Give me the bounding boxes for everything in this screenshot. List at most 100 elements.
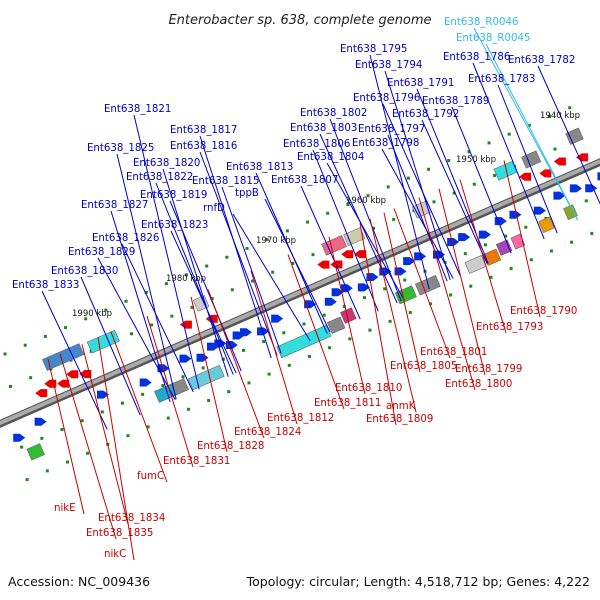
lane-dot (166, 416, 170, 420)
feature-box (343, 227, 366, 247)
plus-gene-arrow (239, 328, 252, 337)
lane-dot (126, 434, 130, 438)
lane-dot (469, 284, 473, 288)
feature-box (464, 255, 487, 274)
leader-line (459, 179, 507, 334)
gene-label: Ent638_1806 (283, 139, 350, 150)
lane-dot (65, 460, 69, 464)
gene-label: Ent638_1821 (104, 104, 171, 115)
plus-gene-arrow (331, 288, 344, 297)
gene-label: Ent638_1812 (267, 413, 334, 424)
gene-label: Ent638_1786 (443, 52, 510, 63)
leader-line (312, 149, 379, 312)
leader-line (133, 114, 200, 390)
leader-line (384, 70, 451, 281)
lane-dot (64, 326, 68, 330)
lane-dot (130, 332, 134, 336)
leader-line (383, 212, 421, 373)
lane-dot (45, 469, 49, 473)
plus-gene-arrow (357, 283, 370, 292)
leader-line (387, 134, 448, 282)
feature-box (276, 324, 332, 359)
lane-dot (392, 217, 396, 221)
scale-tick-label: 1980 kbp (166, 274, 206, 284)
gene-label: Ent638_1798 (352, 138, 419, 149)
leader-line (146, 315, 194, 468)
minus-gene-arrow (66, 370, 79, 379)
lane-dot (553, 147, 557, 151)
lane-dot (584, 199, 588, 203)
gene-label: Ent638_1807 (271, 175, 338, 186)
minus-gene-arrow (57, 379, 70, 388)
lane-dot (23, 343, 27, 347)
scale-tick-label: 1940 kbp (540, 111, 580, 121)
lane-dot (170, 314, 174, 318)
plus-gene-arrow (569, 184, 582, 193)
plus-gene-arrow (478, 230, 491, 239)
plus-gene-arrow (403, 257, 416, 266)
leader-line (473, 27, 579, 221)
leader-line (81, 344, 129, 525)
lane-dot (25, 478, 29, 482)
leader-line (110, 331, 168, 483)
plus-gene-arrow (414, 252, 427, 261)
gene-label: Ent638_1829 (68, 247, 135, 258)
lane-dot (210, 297, 214, 301)
lane-dot (265, 238, 269, 242)
lane-dot (570, 240, 574, 244)
feature-box (538, 216, 555, 233)
lane-dot (328, 346, 332, 350)
lane-dot (548, 115, 552, 119)
plus-gene-arrow (533, 206, 546, 215)
lane-dot (568, 106, 572, 110)
lane-dot (185, 273, 189, 277)
lane-dot (311, 253, 315, 257)
gene-label: Ent638_1801 (420, 347, 487, 358)
leader-line (369, 54, 430, 290)
gene-label: Ent638_1820 (133, 158, 200, 169)
lane-dot (9, 385, 13, 389)
plus-gene-arrow (271, 314, 284, 323)
gene-label: Ent638_1796 (353, 93, 420, 104)
leader-line (121, 243, 194, 393)
minus-gene-arrow (317, 260, 330, 269)
leader-line (382, 103, 461, 276)
minus-gene-arrow (539, 169, 552, 178)
lane-dot (84, 317, 88, 321)
lane-dot (504, 234, 508, 238)
lane-dot (201, 366, 205, 370)
lane-dot (529, 258, 533, 262)
lane-dot (346, 202, 350, 206)
gene-label: Ent638_1792 (392, 109, 459, 120)
leader-line (393, 208, 451, 359)
plus-gene-arrow (96, 390, 109, 399)
leader-line (97, 257, 176, 401)
leader-line (451, 106, 512, 254)
gene-label: Ent638_1827 (81, 200, 148, 211)
lane-dot (164, 282, 168, 286)
leader-line (250, 270, 298, 425)
lane-dot (489, 275, 493, 279)
lane-dot (40, 436, 44, 440)
lane-dot (306, 220, 310, 224)
gene-label: tppB (235, 188, 259, 199)
lane-dot (291, 261, 295, 265)
leader-line (232, 213, 311, 342)
lane-dot (20, 445, 24, 449)
leader-line (438, 188, 486, 376)
gene-label: Ent638_1804 (297, 152, 364, 163)
feature-box (521, 150, 542, 169)
plus-gene-arrow (597, 172, 600, 181)
lane-dot (432, 200, 436, 204)
plus-gene-arrow (447, 237, 460, 246)
gene-label: Ent638_1811 (314, 398, 381, 409)
feature-box (86, 329, 120, 354)
leader-line (537, 65, 600, 205)
lane-dot (60, 428, 64, 432)
leader-line (381, 148, 454, 279)
gene-label: Ent638_1822 (126, 172, 193, 183)
lane-dot (141, 392, 145, 396)
gene-label: Ent638_R0045 (456, 33, 530, 44)
leader-line (329, 118, 402, 302)
